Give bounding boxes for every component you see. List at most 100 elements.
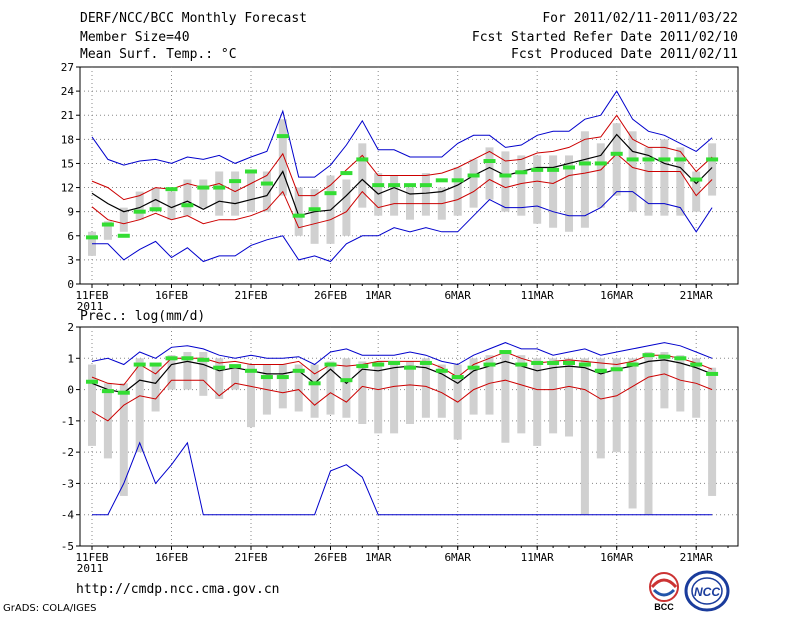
forecast-started-label: Fcst Started Refer Date 2011/02/10 [471, 30, 738, 45]
temp-median-mark [642, 157, 655, 162]
svg-text:NCC: NCC [694, 585, 720, 599]
temp-median-mark [276, 134, 289, 139]
prec-median-mark [706, 371, 719, 376]
temp-xtick-label: 16FEB [155, 289, 188, 302]
source-url[interactable]: http://cmdp.ncc.cma.gov.cn [76, 582, 280, 597]
prec-median-mark [86, 379, 98, 384]
temp-max-line [91, 90, 713, 178]
prec-median-mark [578, 362, 591, 367]
prec-xtick-label: 11FEB [75, 551, 108, 564]
temp-median-mark [356, 157, 369, 162]
temp-spread-box [580, 131, 589, 228]
temp-median-mark [372, 183, 385, 188]
temp-median-mark [197, 185, 210, 190]
temp-spread-box [247, 171, 255, 212]
prec-median-mark [499, 350, 512, 355]
prec-spread-box [294, 364, 303, 412]
bcc-logo: BCC [642, 568, 686, 612]
temp-mean-line [91, 133, 713, 217]
temp-ytick-label: 21 [61, 109, 74, 122]
temp-ytick-label: 3 [67, 254, 74, 267]
prec-spread-box [278, 364, 287, 409]
prec-spread-box [88, 364, 96, 446]
temp-upper-line [91, 114, 713, 201]
temp-xtick-label: 26FEB [314, 289, 347, 302]
prec-median-mark [133, 362, 146, 367]
temp-ytick-label: 9 [67, 206, 74, 219]
temp-spread-box [565, 155, 573, 232]
temp-xtick-label: 21MAR [680, 289, 713, 302]
prec-median-mark [356, 364, 369, 369]
temp-median-mark [451, 178, 464, 183]
temp-median-mark [531, 167, 544, 172]
prec-spread-box [692, 358, 701, 418]
temp-plot-frame [79, 66, 739, 285]
prec-median-mark [404, 365, 416, 370]
temp-median-mark [340, 171, 353, 176]
ncc-logo: NCC [684, 570, 730, 612]
temp-spread-box [262, 171, 271, 212]
temp-median-mark [594, 161, 607, 166]
prec-spread-box [596, 358, 605, 459]
temp-spread-box [215, 171, 224, 216]
temp-median-mark [435, 178, 448, 183]
temp-min-line [92, 191, 713, 263]
prec-xtick-label: 16FEB [155, 551, 188, 564]
prec-plot-frame [79, 326, 739, 547]
prec-median-mark [165, 356, 178, 361]
prec-ytick-label: -1 [61, 415, 74, 428]
temp-spread-box [676, 147, 685, 216]
temp-xtick-label: 16MAR [600, 289, 633, 302]
temp-median-mark [213, 185, 226, 190]
prec-spread-box [421, 358, 430, 418]
prec-median-mark [594, 368, 607, 373]
temp-spread-box [644, 147, 653, 216]
temp-spread-box [119, 207, 128, 232]
prec-median-mark [213, 365, 226, 370]
temp-spread-box [453, 167, 462, 216]
prec-median-mark [245, 368, 257, 373]
prec-xtick-label: 1MAR [365, 551, 392, 564]
prec-spread-box [215, 358, 224, 399]
prec-median-mark [451, 375, 464, 380]
prec-median-mark [610, 367, 623, 372]
prec-median-mark [101, 389, 114, 394]
temp-median-mark [292, 213, 305, 218]
temp-ytick-label: 12 [61, 182, 74, 195]
prec-spread-box [199, 352, 208, 396]
prec-median-mark [547, 360, 560, 365]
prec-median-mark [626, 362, 639, 367]
temp-spread-box [342, 179, 351, 236]
temp-median-mark [245, 169, 257, 174]
prec-upper-line [91, 351, 713, 386]
prec-spread-box [517, 355, 526, 434]
temp-spread-box [167, 191, 176, 220]
temp-median-mark [626, 157, 639, 162]
temp-spread-box [501, 151, 510, 212]
prec-median-mark [308, 381, 321, 386]
prec-median-mark [388, 360, 401, 365]
temp-spread-box [231, 171, 240, 216]
temp-median-mark [499, 173, 512, 178]
prec-xtick-label: 11MAR [521, 551, 554, 564]
temp-median-mark [419, 183, 432, 188]
prec-xtick-label: 21MAR [680, 551, 713, 564]
prec-spread-box [310, 364, 319, 418]
temp-spread-box [692, 171, 701, 212]
prec-spread-box [247, 364, 255, 428]
prec-median-mark [324, 362, 337, 367]
prec-ytick-label: -2 [61, 446, 74, 459]
variable-label: Mean Surf. Temp.: °C [80, 47, 237, 62]
prec-spread-box [580, 358, 589, 515]
prec-lower-line [91, 373, 713, 422]
temp-xtick-label: 11FEB [75, 289, 108, 302]
prec-spread-box [469, 358, 478, 415]
prec-median-mark [197, 357, 210, 362]
temp-median-mark [467, 173, 480, 178]
temp-ytick-label: 27 [61, 61, 74, 74]
temp-spread-box [549, 155, 558, 228]
temp-median-mark [674, 157, 687, 162]
temp-spread-box [199, 179, 208, 208]
temp-median-mark [610, 151, 623, 156]
temp-spread-box [358, 143, 367, 208]
